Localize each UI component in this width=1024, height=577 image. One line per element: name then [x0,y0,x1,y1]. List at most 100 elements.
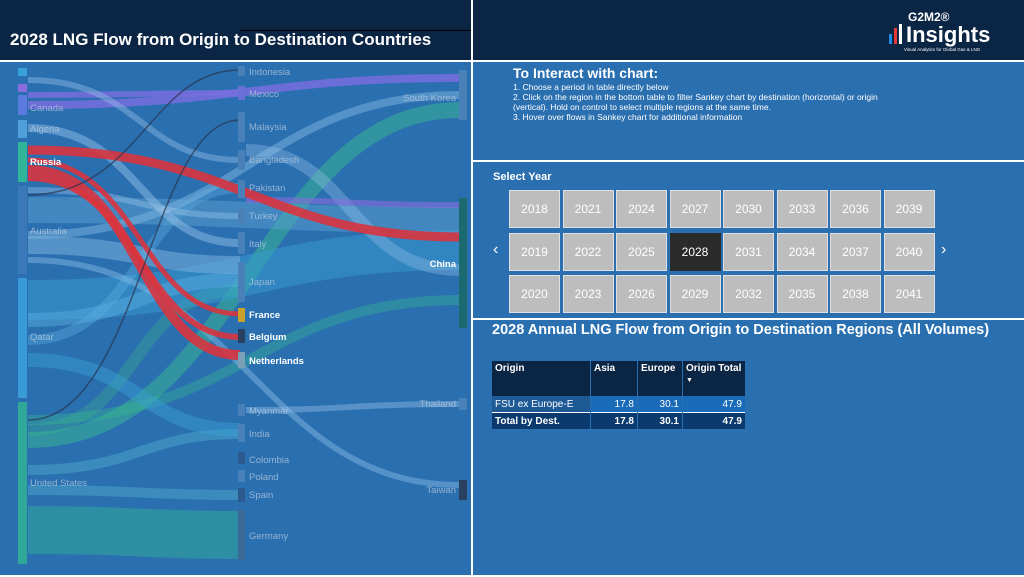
year-button-2019[interactable]: 2019 [509,232,560,271]
cell-grand-total[interactable]: 47.9 [682,412,746,429]
year-button-2028[interactable]: 2028 [669,232,721,271]
flow-us-india[interactable] [27,429,241,475]
year-button-2031[interactable]: 2031 [723,232,774,271]
cell-asia[interactable]: 17.8 [590,396,638,413]
node-algeria[interactable] [18,120,27,138]
year-button-2021[interactable]: 2021 [562,190,614,228]
year-button-2035[interactable]: 2035 [776,275,828,313]
flow-russia-belgium[interactable] [27,175,241,340]
node-myanmar[interactable] [238,404,245,416]
node-spain[interactable] [238,488,245,502]
node-germany[interactable] [238,510,245,560]
node-australia[interactable] [18,186,27,274]
table-total-row[interactable]: Total by Dest. 17.8 30.1 47.9 [492,412,746,429]
node-pakistan[interactable] [238,180,245,198]
node-bangladesh[interactable] [238,150,245,170]
year-button-2039[interactable]: 2039 [883,190,935,228]
flow-qatar-japan[interactable] [27,273,241,327]
flow-dark-line-2[interactable] [27,119,241,421]
node-thailand[interactable] [459,398,467,410]
flow-russia-france[interactable] [27,157,241,317]
header-origin-total[interactable]: Origin Total ▼ [682,361,746,396]
node-south-korea[interactable] [459,70,467,120]
cell-origin-total[interactable]: 47.9 [682,396,746,413]
year-button-2038[interactable]: 2038 [830,275,881,313]
year-button-2029[interactable]: 2029 [669,275,721,313]
cell-total-asia[interactable]: 17.8 [590,412,638,429]
flow-us-spain[interactable] [27,485,241,500]
label-germany: Germany [249,531,288,542]
year-button-2036[interactable]: 2036 [830,190,881,228]
flow-algeria-italy[interactable] [27,124,241,247]
flow-us-china[interactable] [27,295,461,425]
cell-origin[interactable]: FSU ex Europe-E [492,396,591,413]
node-malaysia[interactable] [238,112,245,142]
flow-misc-turkey[interactable] [27,187,241,219]
flow-table: Origin Asia Europe Origin Total ▼ FSU ex … [492,361,746,429]
cell-europe[interactable]: 30.1 [637,396,683,413]
flow-us-japan[interactable] [27,284,241,436]
header-europe[interactable]: Europe [637,361,683,396]
flow-dark-line-1[interactable] [27,69,241,196]
node-qatar[interactable] [18,278,27,398]
node-origin-small-2[interactable] [18,84,27,92]
year-button-2022[interactable]: 2022 [562,232,614,271]
year-button-2030[interactable]: 2030 [723,190,774,228]
node-indonesia[interactable] [238,66,245,76]
header-asia[interactable]: Asia [590,361,638,396]
year-button-2023[interactable]: 2023 [562,275,614,313]
logo-name: Insights [906,22,991,47]
node-netherlands[interactable] [238,352,245,368]
year-button-2034[interactable]: 2034 [776,232,828,271]
node-turkey[interactable] [238,208,245,224]
node-france[interactable] [238,308,245,322]
table-row[interactable]: FSU ex Europe-E 17.8 30.1 47.9 [492,396,746,413]
sort-desc-icon[interactable]: ▼ [686,377,693,384]
instructions-title: To Interact with chart: [513,65,659,81]
year-button-2027[interactable]: 2027 [669,190,721,228]
flow-russia-china[interactable] [27,145,461,242]
flow-misc-bangladesh[interactable] [27,77,241,163]
node-origin-small-1[interactable] [18,68,27,76]
year-button-2018[interactable]: 2018 [509,190,560,228]
flow-canada-mexico[interactable] [27,90,241,98]
flow-middle-china[interactable] [245,144,461,276]
cell-total-europe[interactable]: 30.1 [637,412,683,429]
year-button-2037[interactable]: 2037 [830,232,881,271]
node-mexico[interactable] [238,86,245,100]
cell-total-label[interactable]: Total by Dest. [492,412,591,429]
year-button-2026[interactable]: 2026 [616,275,667,313]
node-india[interactable] [238,424,245,442]
node-china[interactable] [459,198,467,328]
flow-middle-thailand[interactable] [245,401,461,413]
header-origin[interactable]: Origin [492,361,591,396]
node-poland[interactable] [238,470,245,482]
flow-us-germany[interactable] [27,506,241,559]
logo-tagline: Visual Analytics for Global Gas & LNG [904,47,981,52]
flow-purple-china[interactable] [245,197,461,208]
flow-qatar-india[interactable] [27,353,241,437]
node-japan[interactable] [238,262,245,302]
flow-australia-southkorea[interactable] [27,91,461,239]
year-button-2041[interactable]: 2041 [883,275,935,313]
node-united-states[interactable] [18,402,27,564]
year-button-2025[interactable]: 2025 [616,232,667,271]
node-canada[interactable] [18,95,27,115]
node-belgium[interactable] [238,329,245,343]
year-button-2024[interactable]: 2024 [616,190,667,228]
flow-qatar-china[interactable] [27,230,461,320]
node-italy[interactable] [238,232,245,254]
next-arrow-icon[interactable]: › [941,241,947,258]
sankey-chart[interactable]: Canada Algeria Russia Australia Qatar Un… [0,62,471,575]
flow-australia-taiwan[interactable] [27,257,461,488]
flow-us-southkorea[interactable] [27,102,461,448]
node-taiwan[interactable] [459,480,467,500]
node-colombia[interactable] [238,452,245,464]
year-button-2032[interactable]: 2032 [723,275,774,313]
prev-arrow-icon[interactable]: ‹ [493,241,499,258]
flow-canada-southkorea[interactable] [27,74,461,109]
year-button-2040[interactable]: 2040 [883,232,935,271]
year-button-2020[interactable]: 2020 [509,275,560,313]
year-button-2033[interactable]: 2033 [776,190,828,228]
node-russia[interactable] [18,142,27,182]
